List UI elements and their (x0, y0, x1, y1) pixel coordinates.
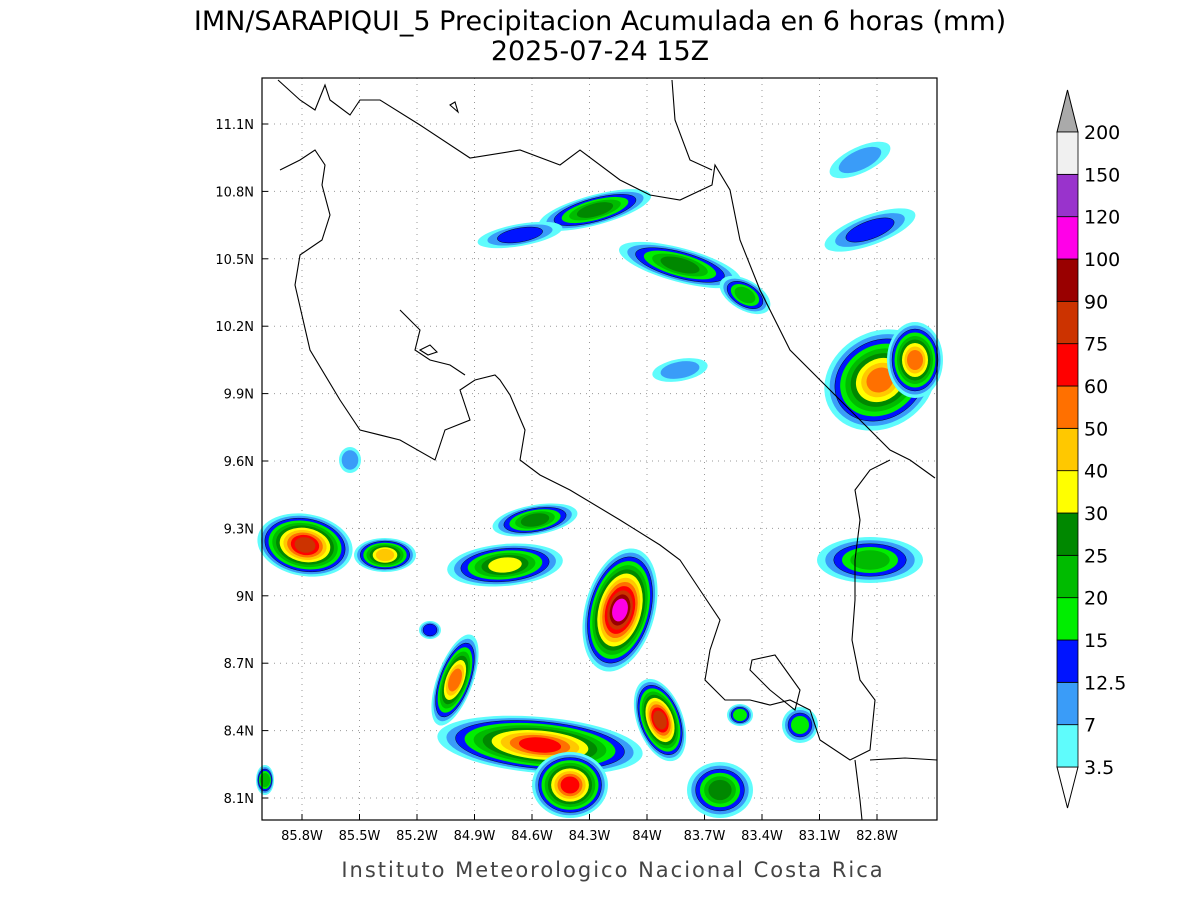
colorbar-label: 60 (1084, 376, 1108, 398)
lat-tick-label: 10.2N (215, 320, 254, 335)
lon-tick-label: 82.8W (856, 829, 898, 844)
lat-tick-label: 11.1N (215, 118, 254, 133)
rain-area (294, 537, 316, 553)
rain-area (734, 286, 756, 304)
map-frame (261, 77, 938, 821)
colorbar-label: 15 (1084, 630, 1108, 652)
rain-area (791, 716, 809, 734)
rain-area (660, 256, 700, 274)
rain-area (518, 737, 562, 753)
colorbar-box (1056, 554, 1079, 599)
lon-tick-label: 85.5W (339, 829, 381, 844)
colorbar-box (1056, 597, 1079, 641)
colorbar-box (1056, 724, 1079, 768)
colorbar-box (1056, 427, 1079, 472)
lon-tick-label: 85.8W (281, 829, 323, 844)
colorbar-label: 100 (1084, 249, 1120, 271)
rain-area (576, 202, 614, 218)
colorbar-label: 50 (1084, 418, 1108, 440)
lon-tick-label: 83.7W (684, 829, 726, 844)
colorbar-label: 120 (1084, 207, 1120, 229)
colorbar-label: 7 (1084, 715, 1096, 737)
rain-area (520, 513, 550, 527)
colorbar-label: 150 (1084, 164, 1120, 186)
colorbar-label: 75 (1084, 334, 1108, 356)
colorbar-box (1056, 216, 1079, 260)
footer: Instituto Meteorologico Nacional Costa R… (341, 858, 884, 882)
subtitle: 2025-07-24 15Z (491, 36, 709, 67)
lat-tick-label: 9.9N (224, 388, 254, 403)
colorbar-box (1056, 512, 1079, 556)
colorbar-box (1056, 300, 1079, 345)
colorbar-label: 25 (1084, 545, 1108, 567)
colorbar-over (1056, 89, 1079, 133)
lon-tick-label: 83.1W (799, 829, 841, 844)
colorbar-label: 3.5 (1084, 757, 1114, 779)
lon-tick-label: 84.9W (454, 829, 496, 844)
rain-area (448, 668, 462, 692)
colorbar-label: 12.5 (1084, 672, 1126, 694)
lat-tick-label: 10.5N (215, 253, 254, 268)
coastline (277, 79, 938, 821)
colorbar-box (1056, 385, 1079, 429)
colorbar-box (1056, 470, 1079, 514)
lon-tick-label: 84.3W (569, 829, 611, 844)
rain-area (422, 623, 438, 637)
rain-area (907, 350, 923, 370)
lon-tick-label: 83.4W (741, 829, 783, 844)
title: IMN/SARAPIQUI_5 Precipitacion Acumulada … (194, 6, 1006, 37)
lat-tick-label: 9.6N (224, 455, 254, 470)
lat-tick-label: 10.8N (215, 185, 254, 200)
lon-tick-label: 84W (632, 829, 662, 844)
colorbar-under (1056, 766, 1079, 809)
colorbar-label: 40 (1084, 461, 1108, 483)
lat-tick-label: 9.3N (224, 522, 254, 537)
lat-tick-label: 9N (236, 590, 254, 605)
colorbar-box (1056, 173, 1079, 218)
lon-tick-label: 85.2W (396, 829, 438, 844)
colorbar-box (1056, 639, 1079, 683)
rain-area (560, 776, 580, 794)
colorbar-label: 20 (1084, 588, 1108, 610)
colorbar-box (1056, 258, 1079, 302)
lat-tick-label: 8.4N (224, 725, 254, 740)
colorbar-box (1056, 681, 1079, 726)
colorbar-box (1056, 131, 1079, 175)
lat-tick-label: 8.7N (224, 657, 254, 672)
rain-area (660, 361, 700, 379)
rain-area (838, 146, 882, 174)
rain-area (850, 550, 890, 570)
lat-tick-label: 8.1N (224, 792, 254, 807)
rain-area (733, 708, 747, 722)
rain-area (653, 710, 667, 730)
rain-area (375, 548, 395, 562)
colorbar-box (1056, 343, 1079, 387)
colorbar-label: 30 (1084, 503, 1108, 525)
colorbar-label: 200 (1084, 122, 1120, 144)
rain-area (708, 779, 732, 801)
rain-area (612, 598, 628, 622)
rain-area (488, 557, 522, 573)
lon-tick-label: 84.6W (511, 829, 553, 844)
colorbar-label: 90 (1084, 291, 1108, 313)
rain-area (866, 367, 894, 393)
rain-area (497, 226, 543, 244)
rain-area (845, 217, 895, 243)
rain-area (341, 450, 359, 470)
